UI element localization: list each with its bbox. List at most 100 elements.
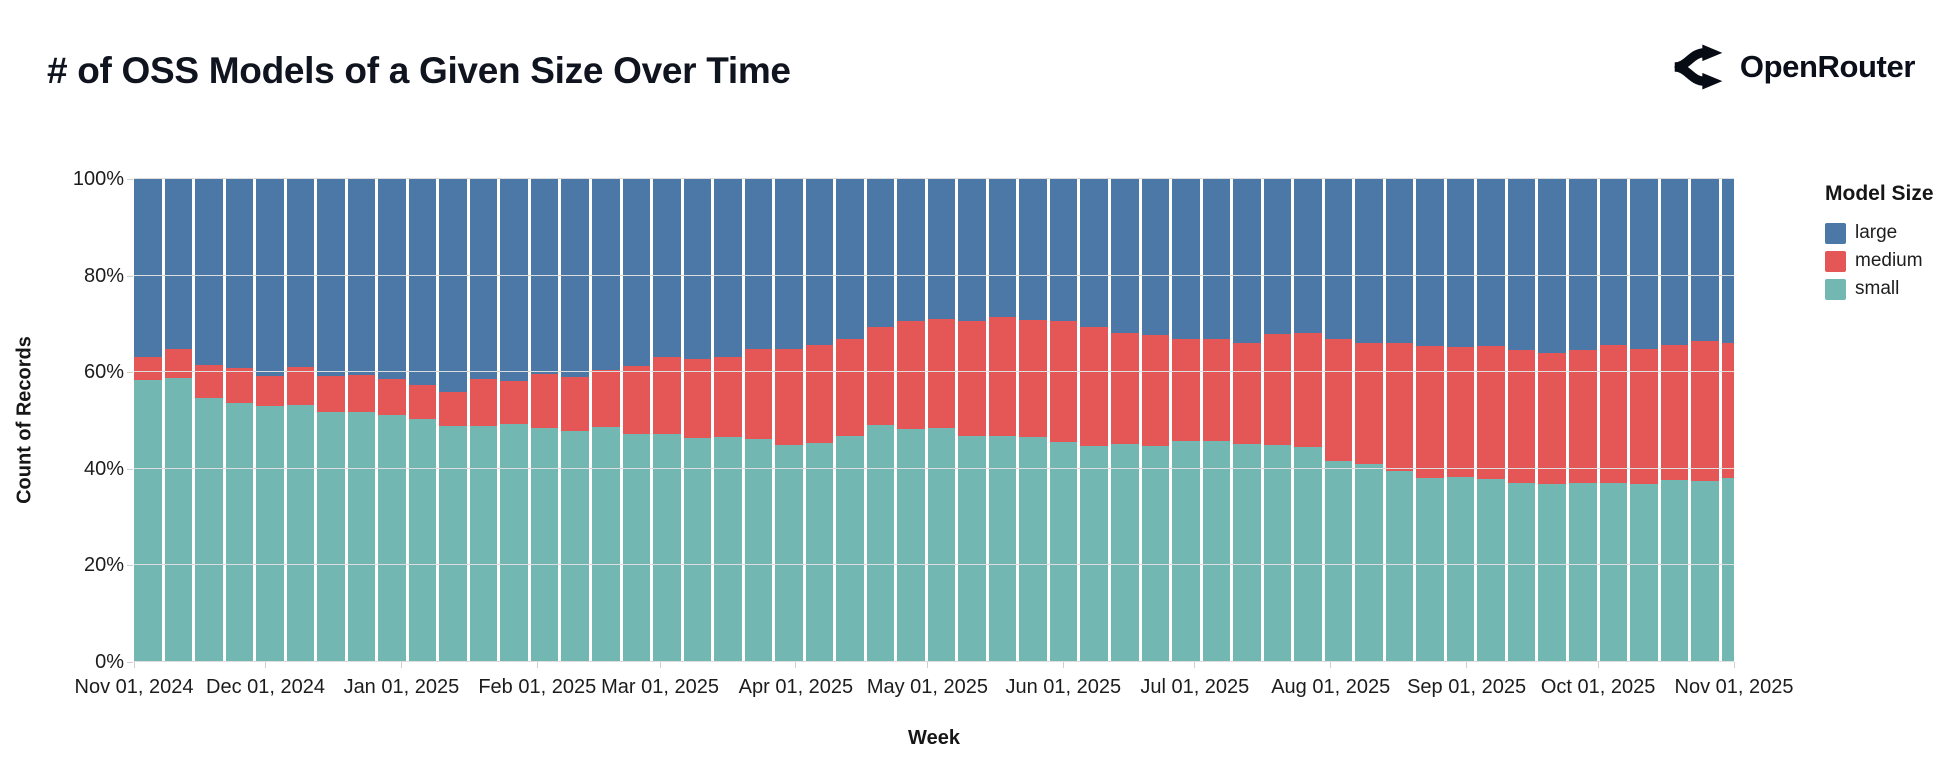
segment-medium[interactable] (1355, 343, 1383, 464)
segment-small[interactable] (408, 419, 437, 662)
segment-medium[interactable] (866, 326, 895, 425)
segment-large[interactable] (1080, 179, 1108, 328)
segment-small[interactable] (1172, 440, 1200, 662)
segment-large[interactable] (897, 179, 925, 322)
segment-large[interactable] (1599, 179, 1628, 346)
segment-large[interactable] (1324, 179, 1353, 340)
segment-medium[interactable] (622, 365, 651, 434)
segment-small[interactable] (1477, 479, 1505, 662)
segment-large[interactable] (469, 179, 498, 379)
segment-small[interactable] (1538, 484, 1566, 662)
segment-large[interactable] (1294, 179, 1322, 333)
segment-large[interactable] (256, 179, 284, 377)
segment-large[interactable] (1477, 179, 1505, 347)
segment-medium[interactable] (225, 368, 254, 403)
segment-medium[interactable] (1294, 332, 1322, 447)
segment-small[interactable] (1355, 463, 1383, 662)
segment-medium[interactable] (1538, 352, 1566, 485)
segment-medium[interactable] (1691, 340, 1719, 481)
segment-small[interactable] (714, 437, 742, 662)
segment-large[interactable] (439, 179, 467, 392)
segment-medium[interactable] (744, 349, 773, 440)
segment-small[interactable] (1141, 445, 1170, 662)
segment-medium[interactable] (530, 374, 559, 428)
segment-small[interactable] (1691, 480, 1719, 662)
segment-medium[interactable] (500, 380, 528, 425)
segment-large[interactable] (500, 179, 528, 381)
segment-large[interactable] (561, 179, 589, 377)
segment-medium[interactable] (775, 348, 803, 446)
segment-small[interactable] (897, 429, 925, 662)
segment-medium[interactable] (591, 370, 620, 427)
segment-small[interactable] (1019, 437, 1047, 662)
segment-small[interactable] (836, 435, 864, 662)
segment-medium[interactable] (408, 384, 437, 420)
segment-small[interactable] (378, 415, 406, 662)
segment-small[interactable] (1599, 483, 1628, 662)
segment-medium[interactable] (1141, 334, 1170, 446)
segment-large[interactable] (1263, 179, 1292, 335)
segment-medium[interactable] (1049, 320, 1078, 442)
segment-medium[interactable] (469, 378, 498, 426)
segment-large[interactable] (1538, 179, 1566, 353)
segment-small[interactable] (1385, 470, 1414, 662)
segment-large[interactable] (164, 179, 193, 349)
segment-large[interactable] (683, 179, 712, 360)
segment-large[interactable] (988, 179, 1017, 317)
segment-medium[interactable] (958, 320, 986, 436)
segment-small[interactable] (1080, 445, 1108, 662)
segment-small[interactable] (286, 404, 315, 662)
segment-small[interactable] (469, 425, 498, 662)
segment-small[interactable] (775, 445, 803, 662)
segment-large[interactable] (1660, 179, 1689, 346)
segment-small[interactable] (530, 427, 559, 662)
segment-medium[interactable] (256, 376, 284, 407)
segment-medium[interactable] (439, 391, 467, 426)
segment-large[interactable] (408, 179, 437, 385)
segment-small[interactable] (653, 434, 681, 662)
segment-large[interactable] (530, 179, 559, 375)
segment-large[interactable] (1446, 179, 1475, 347)
segment-large[interactable] (225, 179, 254, 369)
segment-small[interactable] (164, 377, 193, 662)
segment-medium[interactable] (1080, 327, 1108, 446)
segment-medium[interactable] (1721, 342, 1734, 479)
segment-medium[interactable] (714, 357, 742, 438)
segment-large[interactable] (775, 179, 803, 349)
segment-small[interactable] (958, 435, 986, 662)
segment-large[interactable] (1507, 179, 1536, 350)
segment-small[interactable] (317, 412, 345, 662)
segment-large[interactable] (195, 179, 223, 365)
segment-medium[interactable] (836, 339, 864, 436)
segment-large[interactable] (1049, 179, 1078, 321)
segment-large[interactable] (866, 179, 895, 327)
segment-medium[interactable] (286, 366, 315, 405)
segment-medium[interactable] (1477, 346, 1505, 480)
segment-large[interactable] (1721, 179, 1734, 343)
segment-small[interactable] (988, 435, 1017, 662)
segment-small[interactable] (1630, 483, 1658, 662)
segment-small[interactable] (1721, 478, 1734, 662)
segment-small[interactable] (591, 426, 620, 662)
segment-large[interactable] (1233, 179, 1261, 344)
segment-small[interactable] (1446, 477, 1475, 662)
segment-small[interactable] (439, 425, 467, 662)
segment-medium[interactable] (378, 379, 406, 416)
segment-medium[interactable] (1507, 349, 1536, 484)
segment-small[interactable] (622, 433, 651, 662)
segment-medium[interactable] (1660, 345, 1689, 480)
segment-large[interactable] (286, 179, 315, 367)
segment-large[interactable] (1416, 179, 1444, 347)
segment-medium[interactable] (164, 348, 193, 378)
segment-medium[interactable] (683, 359, 712, 439)
segment-small[interactable] (195, 398, 223, 662)
segment-medium[interactable] (1172, 338, 1200, 441)
segment-large[interactable] (653, 179, 681, 358)
segment-medium[interactable] (805, 345, 834, 443)
segment-medium[interactable] (927, 318, 956, 428)
segment-medium[interactable] (1630, 349, 1658, 484)
segment-small[interactable] (1263, 445, 1292, 662)
segment-large[interactable] (1019, 179, 1047, 320)
segment-medium[interactable] (653, 357, 681, 435)
segment-small[interactable] (256, 406, 284, 662)
